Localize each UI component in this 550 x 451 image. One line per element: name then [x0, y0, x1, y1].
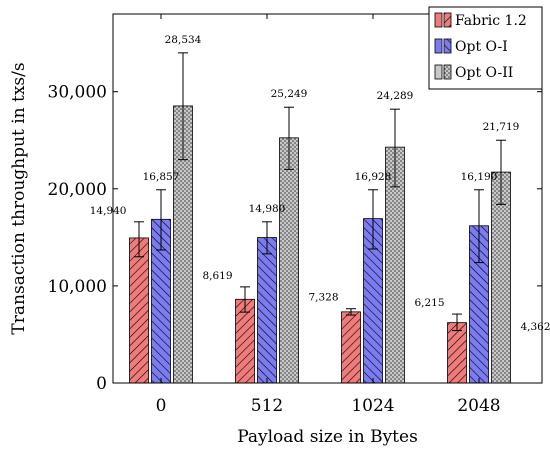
- legend-swatch: [443, 12, 452, 28]
- data-label: 14,940: [90, 205, 127, 217]
- legend-swatch: [443, 38, 452, 54]
- y-tick-label: 10,000: [48, 277, 107, 297]
- x-tick-label: 0: [156, 396, 167, 416]
- legend-swatch: [434, 38, 443, 54]
- data-label: 16,857: [143, 171, 180, 183]
- legend-label: Fabric 1.2: [455, 13, 527, 29]
- data-label: 16,928: [355, 171, 392, 183]
- data-label: 4,362: [520, 321, 550, 333]
- legend-label: Opt O-II: [455, 65, 513, 81]
- bar: [257, 237, 277, 384]
- y-tick-label: 0: [96, 374, 107, 394]
- error-bars-layer: [134, 52, 506, 332]
- bar: [341, 311, 361, 384]
- data-labels-layer: 14,940 16,857 28,534 8,619 14,980 25,249 7,328…: [90, 34, 550, 333]
- data-label: 14,980: [249, 203, 286, 215]
- data-label: 21,719: [483, 121, 520, 133]
- data-label: 24,289: [377, 90, 414, 102]
- data-label: 6,215: [414, 297, 444, 309]
- x-tick-label: 1024: [351, 396, 394, 416]
- bar: [279, 137, 299, 384]
- legend-swatch: [434, 64, 443, 80]
- data-label: 25,249: [271, 88, 308, 100]
- legend: Fabric 1.2 Opt O-I Opt O-II: [428, 6, 543, 90]
- y-tick-label: 20,000: [48, 180, 107, 200]
- data-label: 16,190: [461, 171, 498, 183]
- y-tick-label: 30,000: [48, 83, 107, 103]
- x-tick-label: 2048: [457, 396, 500, 416]
- bar: [129, 237, 149, 384]
- legend-swatch: [434, 12, 443, 28]
- bar: [447, 322, 467, 384]
- legend-swatch: [443, 64, 452, 80]
- legend-label: Opt O-I: [455, 39, 508, 55]
- bars-layer: [129, 105, 511, 384]
- data-label: 28,534: [165, 34, 202, 46]
- data-label: 7,328: [308, 292, 338, 304]
- x-tick-label: 512: [251, 396, 283, 416]
- x-axis-label: Payload size in Bytes: [237, 427, 418, 447]
- data-label: 8,619: [202, 270, 232, 282]
- y-axis-label: Transaction throughput in txs/s: [9, 62, 29, 334]
- plot-frame: [112, 13, 543, 384]
